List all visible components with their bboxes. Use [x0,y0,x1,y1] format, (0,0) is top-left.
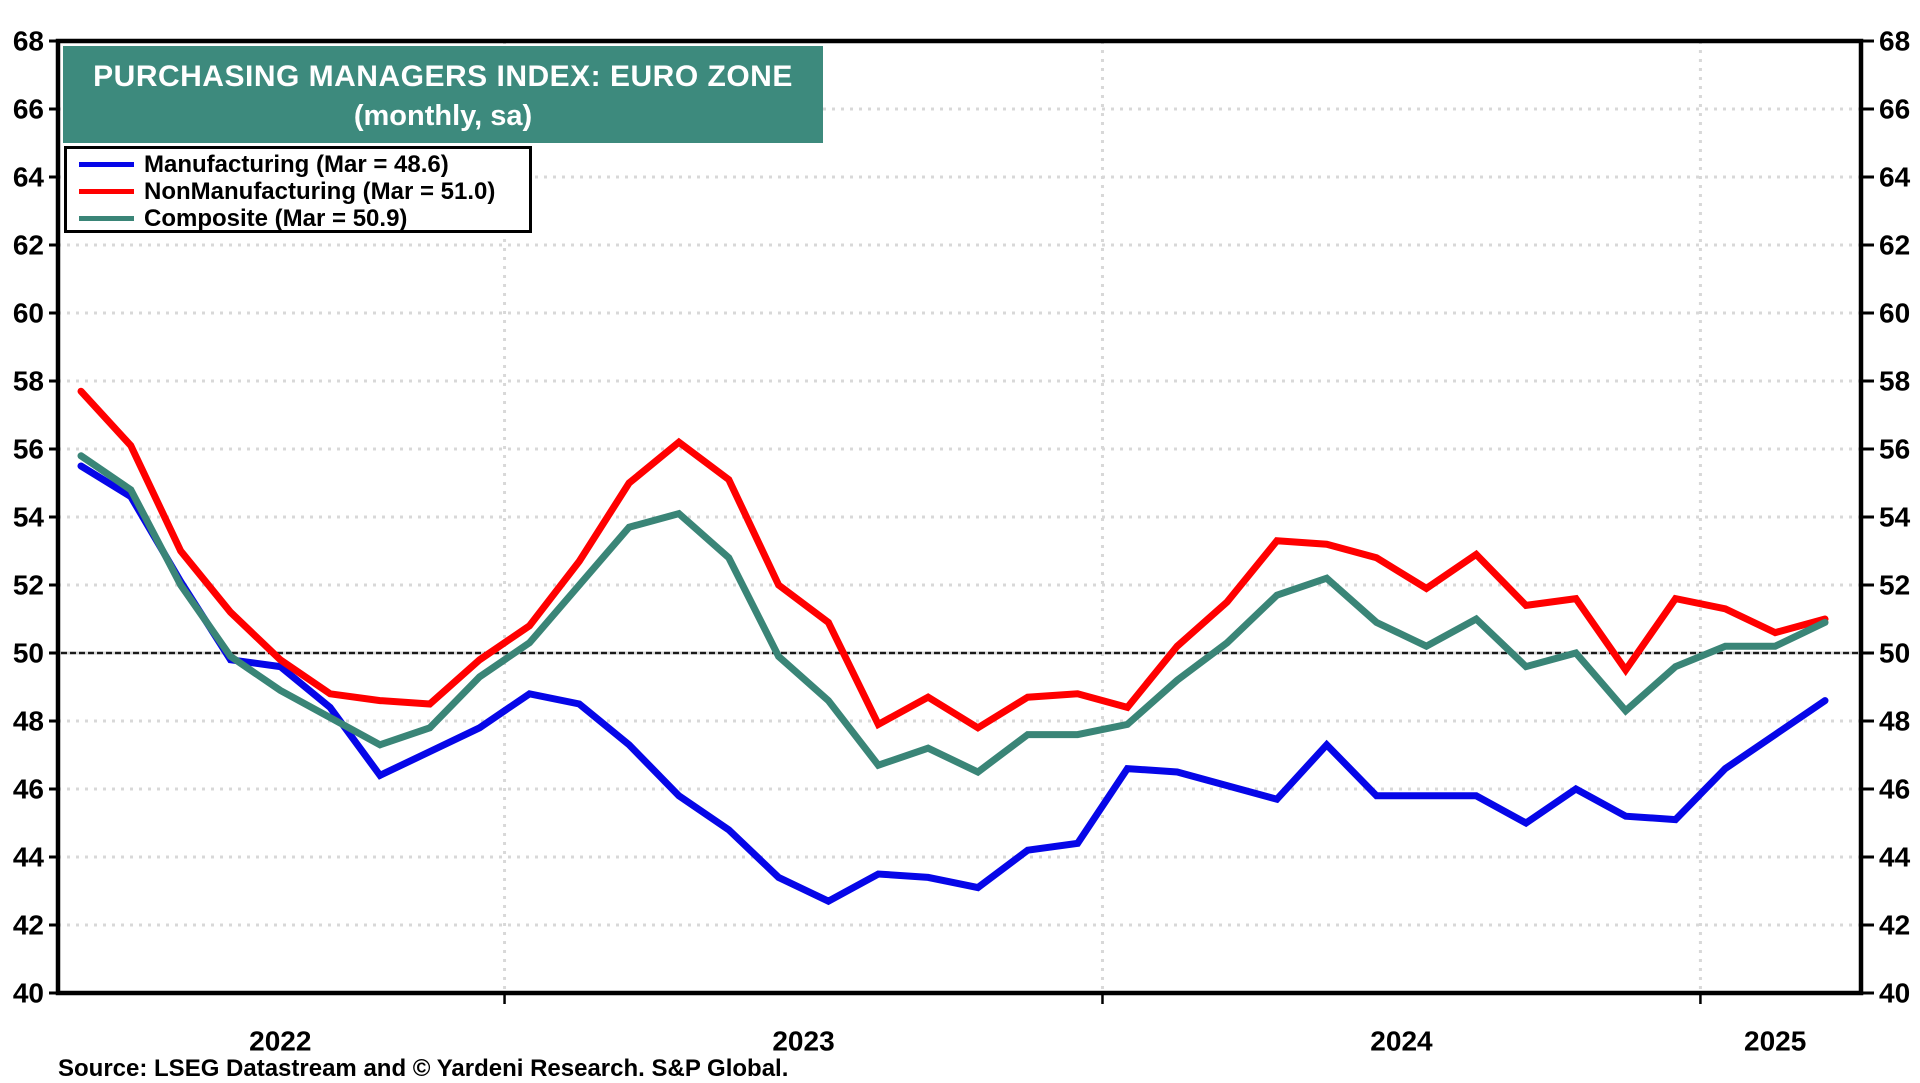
legend-label-nonmanufacturing: NonManufacturing (Mar = 51.0) [144,177,496,205]
svg-text:62: 62 [13,230,44,261]
svg-text:68: 68 [1879,26,1910,57]
svg-text:44: 44 [1879,842,1911,873]
svg-text:40: 40 [1879,978,1910,1009]
svg-text:50: 50 [1879,638,1910,669]
legend-item-composite: Composite (Mar = 50.9) [67,205,529,232]
svg-text:46: 46 [1879,774,1910,805]
svg-text:50: 50 [13,638,44,669]
svg-text:60: 60 [13,298,44,329]
svg-text:46: 46 [13,774,44,805]
legend-line-swatch-nonmanufacturing [79,189,134,194]
svg-text:60: 60 [1879,298,1910,329]
svg-text:66: 66 [13,94,44,125]
svg-text:56: 56 [13,434,44,465]
svg-text:58: 58 [1879,366,1910,397]
chart-title-banner: PURCHASING MANAGERS INDEX: EURO ZONE (mo… [63,46,823,143]
chart-title: PURCHASING MANAGERS INDEX: EURO ZONE [93,60,793,93]
svg-text:48: 48 [1879,706,1910,737]
svg-text:62: 62 [1879,230,1910,261]
svg-text:52: 52 [13,570,44,601]
svg-text:2023: 2023 [772,1026,834,1057]
svg-text:2025: 2025 [1744,1026,1806,1057]
svg-text:64: 64 [1879,162,1911,193]
svg-text:44: 44 [13,842,45,873]
svg-text:48: 48 [13,706,44,737]
vertical-year-gridlines [503,41,1702,993]
source-note: Source: LSEG Datastream and © Yardeni Re… [58,1055,789,1082]
series-line-manufacturing [77,462,1829,906]
x-axis-year-labels: 2022 2023 2024 2025 [249,1026,1806,1057]
svg-text:42: 42 [13,910,44,941]
svg-text:52: 52 [1879,570,1910,601]
series-line-composite [77,452,1829,777]
legend-item-manufacturing: Manufacturing (Mar = 48.6) [67,151,529,178]
chart-subtitle: (monthly, sa) [353,100,533,132]
legend-item-nonmanufacturing: NonManufacturing (Mar = 51.0) [67,178,529,205]
x-axis-ticks [503,993,1702,1004]
legend-label-composite: Composite (Mar = 50.9) [144,204,408,232]
svg-text:58: 58 [13,366,44,397]
svg-text:40: 40 [13,978,44,1009]
y-axis-ticks-labels: 40 40 42 42 44 44 46 46 48 48 50 50 52 52 54 54 56 56 58 58… [13,26,1911,1009]
svg-text:56: 56 [1879,434,1910,465]
series-line-nonmanufacturing [77,387,1829,732]
legend-line-swatch-manufacturing [79,162,134,167]
svg-text:64: 64 [13,162,45,193]
legend-line-swatch-composite [79,216,134,221]
svg-text:54: 54 [13,502,45,533]
svg-text:42: 42 [1879,910,1910,941]
svg-text:2022: 2022 [249,1026,311,1057]
svg-text:54: 54 [1879,502,1911,533]
legend-box: Manufacturing (Mar = 48.6) NonManufactur… [64,146,532,233]
svg-text:2024: 2024 [1370,1026,1433,1057]
svg-text:66: 66 [1879,94,1910,125]
horizontal-gridlines [58,107,1861,927]
svg-text:68: 68 [13,26,44,57]
legend-label-manufacturing: Manufacturing (Mar = 48.6) [144,150,449,178]
